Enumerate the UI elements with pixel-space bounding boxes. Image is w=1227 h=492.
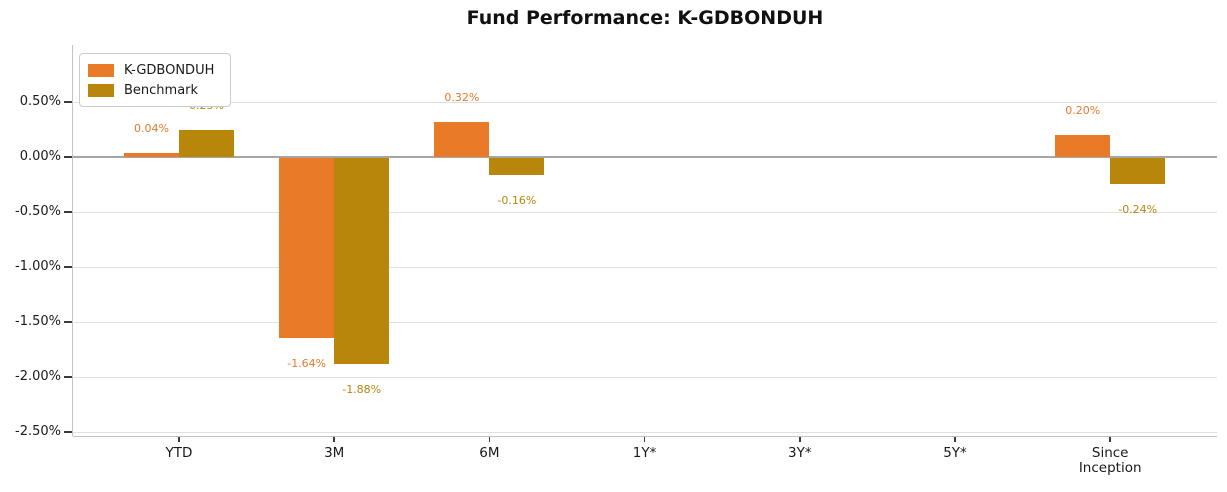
x-tick-mark (954, 436, 956, 442)
y-tick-mark (64, 156, 72, 158)
bar-benchmark-6m (489, 158, 545, 175)
x-axis-label-3y: 3Y* (788, 444, 812, 461)
y-tick-mark (64, 431, 72, 433)
x-tick-mark (178, 436, 180, 442)
x-axis-label-ytd: YTD (165, 444, 193, 461)
value-label-k-gdbonduh-3m: -1.64% (287, 356, 327, 370)
y-tick-label: -1.00% (15, 259, 61, 275)
legend-label-benchmark: Benchmark (124, 82, 199, 98)
y-tick-mark (64, 266, 72, 268)
zero-line (73, 156, 1217, 159)
value-label-benchmark-since-inception: -0.24% (1118, 202, 1158, 216)
y-tick-mark (64, 211, 72, 213)
value-label-k-gdbonduh-since-inception: 0.20% (1065, 104, 1101, 118)
y-tick-label: 0.50% (19, 94, 61, 110)
y-tick-label: -2.50% (15, 424, 61, 440)
bottom-spine (73, 435, 1217, 437)
bar-k-gdbonduh-since-inception (1055, 135, 1111, 158)
chart-title: Fund Performance: K-GDBONDUH (466, 7, 824, 29)
left-spine (72, 45, 73, 436)
y-tick-label: -1.50% (15, 314, 61, 330)
gridline (73, 321, 1217, 323)
legend-label-fund: K-GDBONDUH (124, 62, 215, 78)
gridline (73, 211, 1217, 213)
value-label-k-gdbonduh-ytd: 0.04% (134, 121, 169, 135)
x-tick-mark (333, 436, 335, 442)
gridline (73, 431, 1217, 433)
y-tick-mark (64, 376, 72, 378)
x-tick-mark (488, 436, 491, 442)
fund-series-swatch-icon (88, 63, 114, 77)
y-tick-label: -0.50% (15, 204, 61, 220)
benchmark-series-swatch-icon (88, 83, 114, 97)
x-axis-label-5y: 5Y* (943, 444, 967, 461)
x-tick-mark (643, 436, 646, 442)
legend-item-benchmark: Benchmark (88, 80, 220, 100)
bar-benchmark-since-inception (1110, 158, 1166, 184)
x-axis-label-1y: 1Y* (632, 444, 657, 461)
bar-benchmark-ytd (179, 129, 234, 158)
gridline (73, 101, 1217, 103)
x-tick-mark (1109, 436, 1111, 442)
y-tick-label: 0.00% (19, 149, 61, 165)
y-tick-mark (64, 101, 72, 103)
legend-item-fund: K-GDBONDUH (88, 60, 220, 80)
x-axis-label-6m: 6M (479, 444, 500, 461)
bar-benchmark-3m (334, 158, 390, 364)
value-label-k-gdbonduh-6m: 0.32% (444, 91, 480, 104)
y-tick-label: -2.00% (15, 369, 61, 385)
bar-k-gdbonduh-6m (434, 122, 490, 158)
value-label-benchmark-6m: -0.16% (497, 193, 537, 207)
value-label-benchmark-3m: -1.88% (342, 383, 382, 396)
x-tick-mark (799, 436, 801, 442)
gridline (73, 266, 1217, 268)
x-axis-label-since-inception: Since Inception (1078, 444, 1142, 476)
x-axis-label-3m: 3M (324, 444, 345, 461)
bar-k-gdbonduh-3m (279, 158, 335, 338)
gridline (73, 376, 1217, 378)
bar-k-gdbonduh-ytd (124, 152, 179, 158)
y-tick-mark (64, 321, 72, 323)
legend: K-GDBONDUH Benchmark (79, 53, 231, 107)
